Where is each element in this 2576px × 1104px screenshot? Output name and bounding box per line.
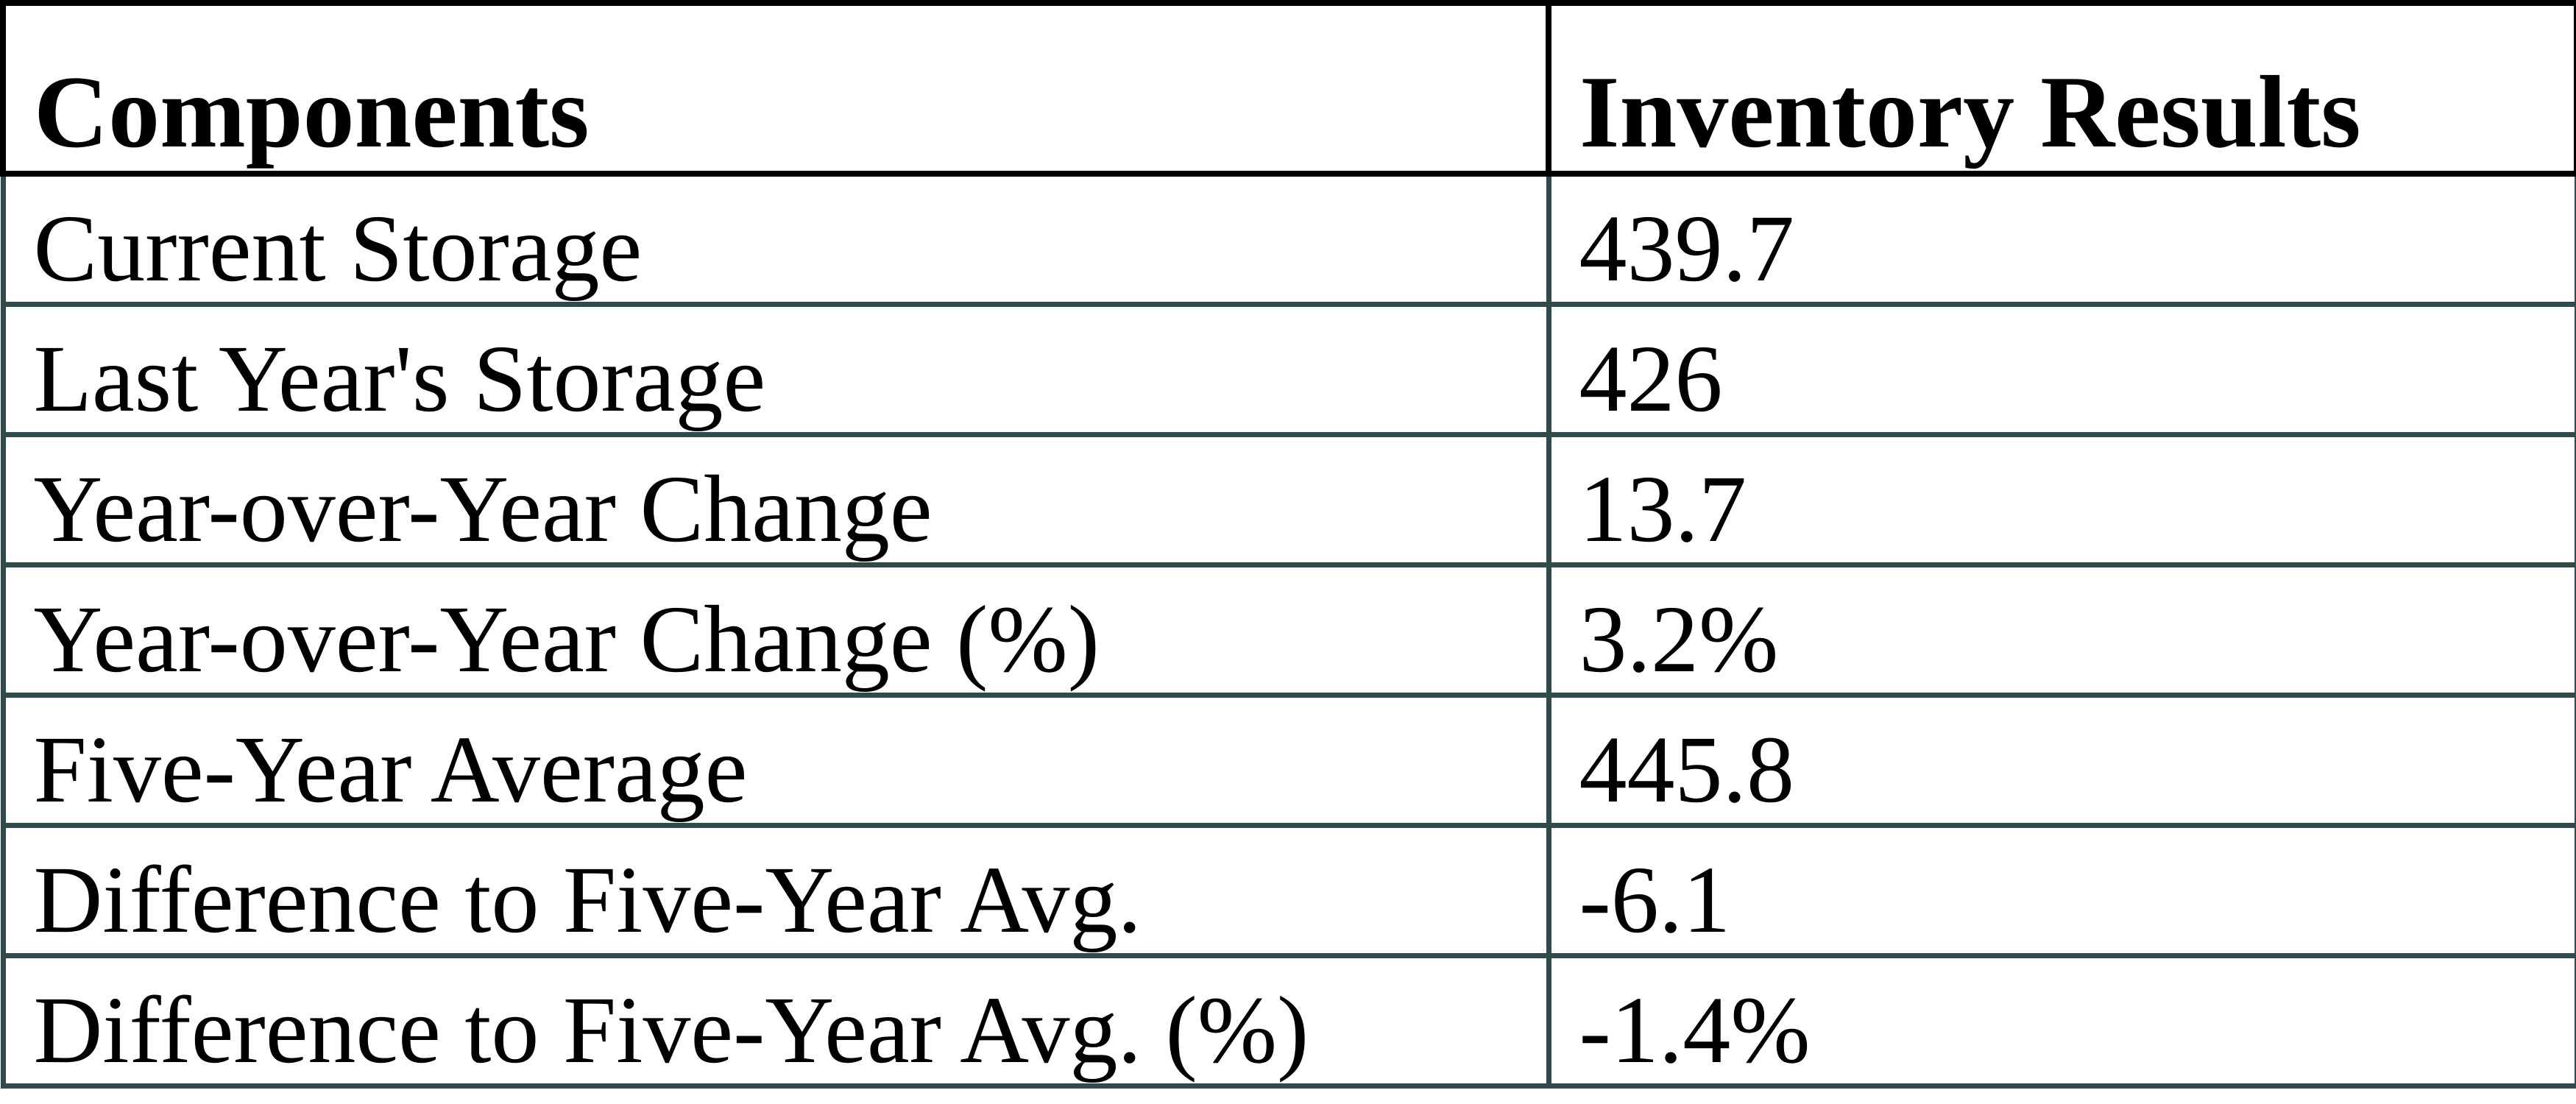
row-label-cell: Difference to Five-Year Avg. (%) <box>0 953 1551 1089</box>
table-row: Difference to Five-Year Avg. -6.1 <box>0 823 2576 958</box>
header-row: Components Inventory Results <box>0 0 2576 177</box>
table-row: Year-over-Year Change (%) 3.2% <box>0 562 2576 698</box>
table-body: Current Storage 439.7 Last Year's Storag… <box>0 171 2576 1089</box>
row-value-cell: 439.7 <box>1546 171 2576 307</box>
row-value-cell: 13.7 <box>1546 432 2576 567</box>
row-label-cell: Last Year's Storage <box>0 302 1551 437</box>
row-value-cell: 3.2% <box>1546 562 2576 698</box>
row-label-cell: Year-over-Year Change (%) <box>0 562 1551 698</box>
row-value-cell: -1.4% <box>1546 953 2576 1089</box>
column-header-inventory-results: Inventory Results <box>1546 0 2576 177</box>
table-header: Components Inventory Results <box>0 0 2576 177</box>
row-label-cell: Five-Year Average <box>0 693 1551 828</box>
table-row: Last Year's Storage 426 <box>0 302 2576 437</box>
row-value-cell: 426 <box>1546 302 2576 437</box>
row-value-cell: -6.1 <box>1546 823 2576 958</box>
table-row: Year-over-Year Change 13.7 <box>0 432 2576 567</box>
row-label-cell: Year-over-Year Change <box>0 432 1551 567</box>
column-header-components: Components <box>0 0 1551 177</box>
row-value-cell: 445.8 <box>1546 693 2576 828</box>
table-row: Five-Year Average 445.8 <box>0 693 2576 828</box>
row-label-cell: Current Storage <box>0 171 1551 307</box>
table-row: Current Storage 439.7 <box>0 171 2576 307</box>
table-row: Difference to Five-Year Avg. (%) -1.4% <box>0 953 2576 1089</box>
row-label-cell: Difference to Five-Year Avg. <box>0 823 1551 958</box>
